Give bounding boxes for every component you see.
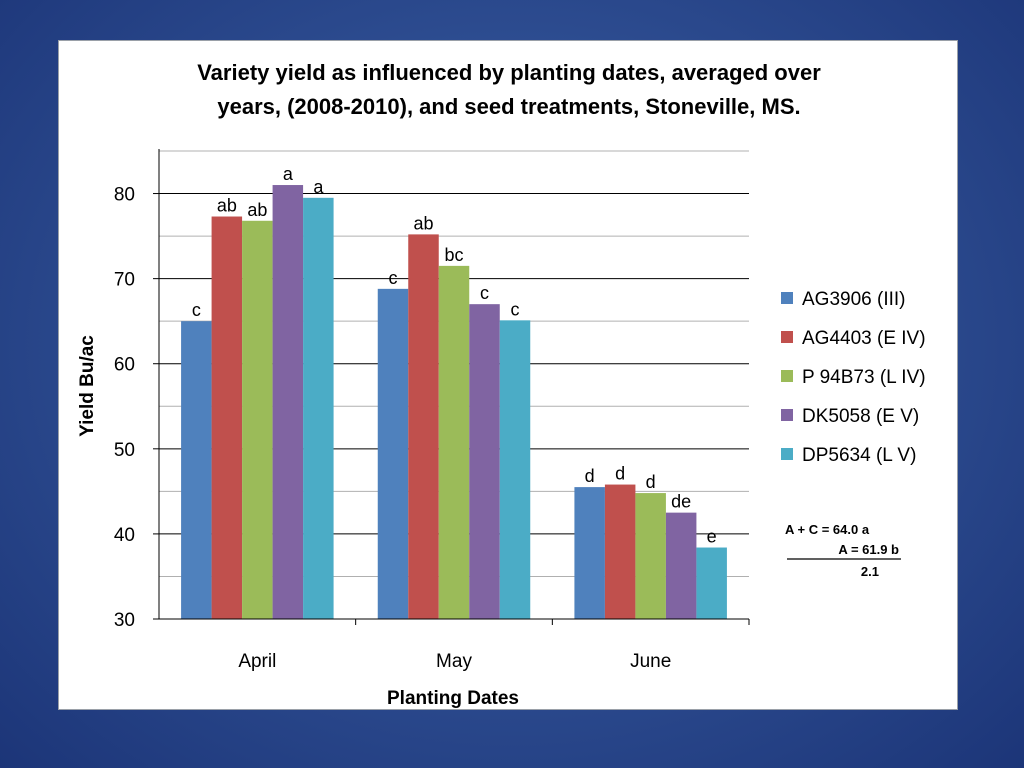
y-tick-label: 80 bbox=[114, 185, 135, 206]
significance-letter: c bbox=[389, 268, 398, 288]
significance-letter: a bbox=[313, 177, 324, 197]
significance-letter: bc bbox=[444, 245, 463, 265]
chart-title-line-1: Variety yield as influenced by planting … bbox=[197, 60, 821, 85]
x-category-labels: April May June bbox=[238, 651, 671, 672]
x-category-label: April bbox=[238, 651, 276, 672]
legend-swatch bbox=[781, 331, 793, 343]
bars bbox=[181, 185, 727, 620]
bar bbox=[181, 321, 212, 619]
legend-label: AG4403 (E IV) bbox=[802, 328, 926, 349]
legend-label: AG3906 (III) bbox=[802, 289, 906, 310]
chart-title-line-2: years, (2008-2010), and seed treatments,… bbox=[217, 94, 800, 119]
bar bbox=[408, 234, 439, 619]
chart-panel: Variety yield as influenced by planting … bbox=[58, 40, 958, 710]
significance-letter: ab bbox=[247, 200, 267, 220]
lsd-annotation: A + C = 64.0 a A = 61.9 b 2.1 bbox=[785, 522, 901, 579]
x-axis-title: Planting Dates bbox=[387, 688, 519, 709]
significance-letter: d bbox=[615, 464, 625, 484]
y-tick-label: 40 bbox=[114, 525, 135, 546]
bar bbox=[438, 265, 470, 619]
significance-letter: c bbox=[192, 300, 201, 320]
legend-swatch bbox=[781, 448, 793, 460]
significance-letter: e bbox=[707, 527, 717, 547]
bar bbox=[242, 220, 273, 620]
significance-letter: a bbox=[283, 164, 294, 184]
bar bbox=[303, 197, 334, 620]
legend-label: DP5634 (L V) bbox=[802, 445, 916, 466]
bar bbox=[665, 512, 697, 619]
axes bbox=[153, 149, 750, 625]
y-tick-label: 50 bbox=[114, 440, 135, 461]
x-category-label: June bbox=[630, 651, 671, 672]
y-axis-title: Yield Bu/ac bbox=[77, 335, 98, 437]
x-category-label: May bbox=[436, 651, 472, 672]
legend: AG3906 (III) AG4403 (E IV) P 94B73 (L IV) D… bbox=[781, 289, 926, 466]
bar bbox=[604, 484, 636, 619]
bar bbox=[469, 304, 500, 619]
annotation-line-2: A = 61.9 b bbox=[838, 542, 899, 557]
bar bbox=[211, 216, 243, 619]
significance-letter: ab bbox=[413, 213, 433, 233]
y-tick-label: 70 bbox=[114, 270, 135, 291]
legend-swatch bbox=[781, 370, 793, 382]
significance-letter: de bbox=[671, 492, 691, 512]
y-tick-labels: 30 40 50 60 70 80 bbox=[114, 185, 135, 631]
annotation-line-3: 2.1 bbox=[861, 564, 879, 579]
bar bbox=[574, 487, 605, 619]
bar bbox=[377, 288, 409, 619]
significance-letter: d bbox=[646, 472, 656, 492]
legend-label: DK5058 (E V) bbox=[802, 406, 919, 427]
legend-label: P 94B73 (L IV) bbox=[802, 367, 926, 388]
significance-letter: d bbox=[585, 466, 595, 486]
significance-letter: c bbox=[511, 299, 520, 319]
bar bbox=[635, 493, 666, 619]
y-tick-label: 30 bbox=[114, 610, 135, 631]
legend-swatch bbox=[781, 409, 793, 421]
bar bbox=[272, 185, 304, 619]
bar bbox=[696, 547, 727, 619]
legend-swatch bbox=[781, 292, 793, 304]
y-tick-label: 60 bbox=[114, 355, 135, 376]
significance-letter: ab bbox=[217, 196, 237, 216]
bar bbox=[499, 320, 531, 619]
significance-letter: c bbox=[480, 283, 489, 303]
annotation-line-1: A + C = 64.0 a bbox=[785, 522, 870, 537]
bar-chart: Variety yield as influenced by planting … bbox=[77, 60, 926, 709]
